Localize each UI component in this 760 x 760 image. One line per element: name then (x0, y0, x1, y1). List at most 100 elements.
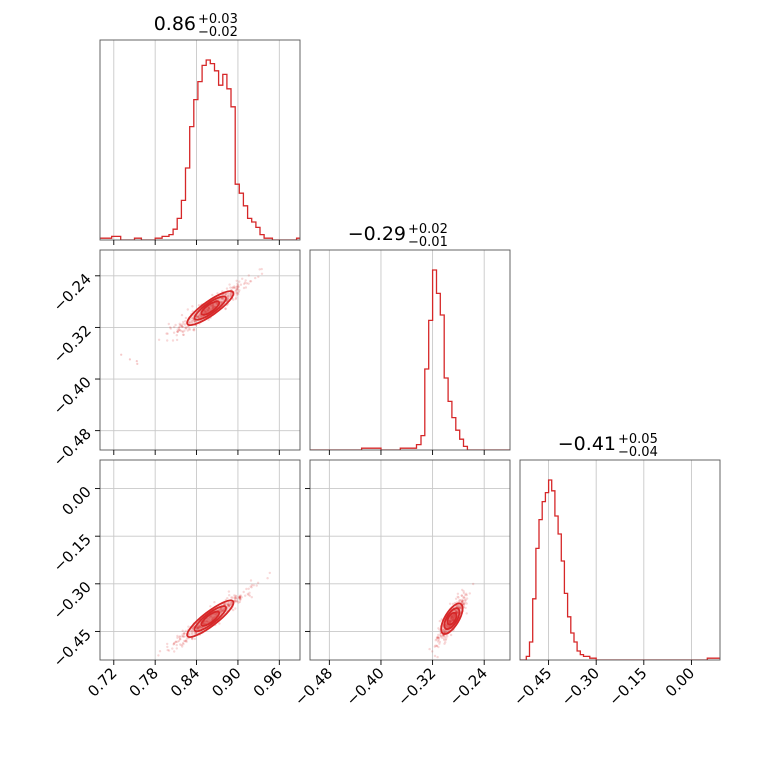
scatter-outlier (120, 353, 123, 356)
scatter-point (157, 338, 161, 341)
panel-frame (309, 249, 511, 451)
scatter-point (234, 600, 237, 603)
scatter-point (191, 630, 194, 633)
scatter-point (460, 594, 463, 597)
title-minus-error: −0.02 (198, 25, 238, 40)
scatter-point (197, 627, 201, 630)
scatter-point (442, 629, 445, 632)
scatter-outlier (135, 360, 138, 363)
scatter-point (213, 601, 216, 604)
scatter-point (233, 286, 237, 289)
scatter-point (235, 595, 238, 598)
scatter-point (193, 320, 197, 323)
scatter-point (188, 327, 191, 330)
scatter-point (196, 315, 200, 318)
scatter-point (178, 328, 181, 332)
scatter-point (256, 581, 260, 584)
x-tick-label: −0.45 (510, 664, 555, 709)
scatter-point (437, 636, 440, 640)
panel-content (89, 250, 300, 450)
scatter-point (189, 321, 192, 324)
scatter-point (233, 285, 236, 288)
scatter-point (174, 640, 177, 644)
scatter-point (242, 590, 245, 594)
scatter-point (198, 314, 201, 317)
scatter-outlier (443, 679, 445, 681)
scatter-point (433, 645, 436, 648)
scatter-point (451, 613, 455, 617)
x-tick-label: 0.90 (208, 664, 244, 700)
scatter-point (463, 599, 467, 602)
scatter-point (186, 325, 189, 328)
scatter-point (181, 633, 184, 636)
scatter-point (233, 594, 236, 597)
scatter-point (192, 319, 195, 322)
scatter-point (181, 330, 185, 334)
scatter-point (181, 645, 184, 648)
scatter-point (232, 298, 235, 301)
scatter-point (235, 600, 239, 603)
scatter-point (203, 622, 206, 625)
x-tick-label: 0.78 (126, 664, 162, 700)
scatter-point (449, 616, 452, 620)
panel-frame (99, 459, 301, 661)
scatter-point (461, 599, 464, 603)
scatter-point (244, 286, 248, 289)
scatter-point (455, 610, 458, 613)
scatter-point (449, 620, 452, 624)
scatter-point (462, 595, 466, 599)
scatter-point (191, 637, 194, 641)
scatter-outlier (89, 415, 91, 417)
scatter-point (457, 604, 461, 607)
scatter-point (224, 292, 228, 296)
scatter-point (250, 584, 254, 587)
scatter-point (182, 634, 185, 638)
scatter-point (176, 636, 179, 639)
scatter-point (260, 267, 263, 271)
scatter-point (234, 607, 237, 610)
scatter-point (237, 290, 241, 293)
scatter-point (444, 630, 447, 634)
scatter-point (219, 607, 222, 611)
scatter-point (460, 600, 464, 603)
scatter-point (456, 595, 459, 598)
scatter-point (180, 635, 183, 638)
scatter-point (171, 339, 175, 342)
scatter-point (445, 624, 449, 628)
scatter-point (188, 321, 191, 324)
scatter-point (190, 316, 194, 320)
scatter-point (180, 643, 183, 647)
scatter-point (451, 616, 454, 620)
scatter-point (460, 594, 464, 597)
scatter-point (464, 601, 467, 604)
scatter-point (220, 297, 223, 300)
scatter-point (198, 625, 201, 628)
scatter-point (252, 584, 255, 587)
scatter-point (172, 642, 176, 645)
title-value: −0.29 (348, 223, 406, 245)
scatter-point (184, 327, 188, 330)
scatter-point (462, 602, 465, 605)
scatter-point (238, 594, 242, 597)
scatter-point (180, 325, 184, 328)
scatter-point (230, 293, 233, 296)
scatter-point (204, 309, 207, 313)
scatter-point (208, 306, 211, 309)
scatter-point (235, 293, 238, 297)
scatter-outlier (128, 358, 131, 361)
scatter-point (193, 329, 196, 332)
scatter-point (438, 640, 442, 644)
scatter-point (176, 330, 179, 333)
scatter-point (208, 617, 211, 620)
scatter-point (448, 619, 452, 623)
scatter-point (235, 279, 238, 282)
scatter-point (180, 324, 183, 327)
scatter-point (452, 617, 455, 621)
panel-content (100, 460, 300, 660)
scatter-point (449, 619, 452, 622)
scatter-point (211, 303, 215, 306)
scatter-point (452, 614, 455, 617)
scatter-points (157, 571, 271, 657)
scatter-point (451, 617, 454, 620)
scatter-point (460, 601, 463, 604)
